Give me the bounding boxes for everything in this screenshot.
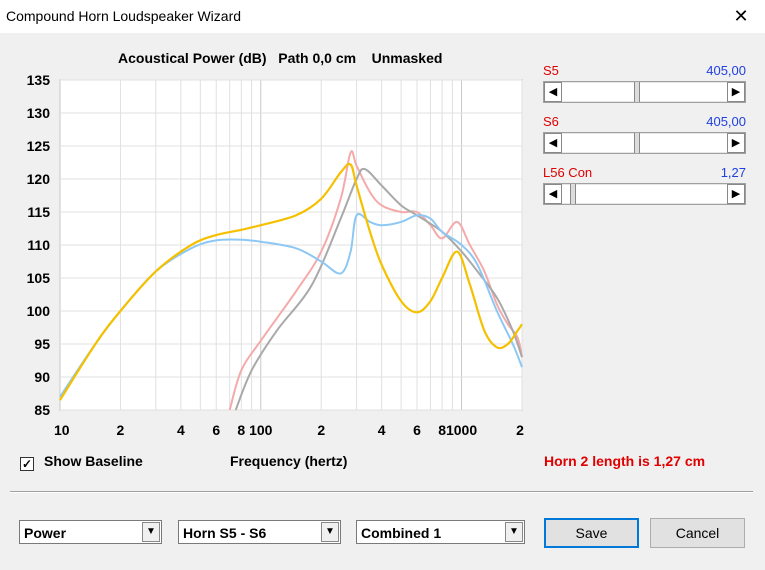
chart-title: Acoustical Power (dB) Path 0,0 cm Unmask… (118, 50, 443, 66)
y-tick-label: 120 (27, 171, 51, 187)
x-tick-label: 8 (438, 422, 446, 438)
series-line-4 (59, 162, 523, 401)
mode-select[interactable]: Combined 1 ▼ (356, 520, 525, 544)
slider-l56-track-right[interactable] (576, 185, 727, 203)
slider-l56-thumb[interactable] (570, 184, 576, 204)
close-icon[interactable]: ✕ (733, 6, 749, 26)
slider-l56-track-left[interactable] (562, 185, 570, 203)
x-axis-label: Frequency (hertz) (230, 453, 348, 469)
series-lines (59, 150, 523, 411)
slider-s6-scrollbar[interactable]: ◀ ▶ (543, 132, 746, 154)
view-select[interactable]: Power ▼ (19, 520, 162, 544)
scroll-left-icon[interactable]: ◀ (544, 82, 562, 102)
scroll-right-icon[interactable]: ▶ (727, 184, 745, 204)
x-tick-label: 1000 (446, 422, 477, 438)
cancel-button-label: Cancel (675, 525, 720, 541)
show-baseline-label: Show Baseline (44, 453, 143, 469)
slider-s5-thumb[interactable] (634, 82, 640, 102)
y-tick-label: 125 (27, 138, 51, 154)
slider-l56-label: L56 Con (543, 165, 593, 180)
slider-s6-label: S6 (543, 114, 559, 129)
y-tick-label: 95 (34, 336, 50, 352)
cancel-button[interactable]: Cancel (650, 518, 745, 548)
x-tick-label: 6 (413, 422, 421, 438)
scroll-left-icon[interactable]: ◀ (544, 133, 562, 153)
series-line-3 (59, 213, 523, 398)
x-tick-label: 100 (249, 422, 273, 438)
y-tick-label: 130 (27, 105, 51, 121)
slider-s5-label: S5 (543, 63, 559, 78)
window-title: Compound Horn Loudspeaker Wizard (6, 8, 242, 24)
slider-s6-track-right[interactable] (640, 134, 727, 152)
slider-s5-track-right[interactable] (640, 83, 727, 101)
x-tick-label: 2 (516, 422, 524, 438)
chevron-down-icon[interactable]: ▼ (142, 522, 160, 542)
scroll-right-icon[interactable]: ▶ (727, 133, 745, 153)
separator (10, 491, 753, 493)
x-tick-label: 4 (378, 422, 386, 438)
checkbox-check-icon[interactable]: ✓ (20, 457, 34, 471)
x-tick-label: 2 (117, 422, 125, 438)
horn-select[interactable]: Horn S5 - S6 ▼ (178, 520, 341, 544)
scroll-right-icon[interactable]: ▶ (727, 82, 745, 102)
slider-l56-scrollbar[interactable]: ◀ ▶ (543, 183, 746, 205)
y-tick-labels: 85 90 95 100 105 110 115 120 125 130 135 (27, 72, 51, 418)
slider-s5-track-left[interactable] (562, 83, 634, 101)
y-tick-label: 105 (27, 270, 51, 286)
title-bar: Compound Horn Loudspeaker Wizard ✕ (0, 0, 765, 33)
y-tick-label: 115 (27, 204, 50, 220)
x-tick-label: 6 (212, 422, 220, 438)
save-button[interactable]: Save (544, 518, 639, 548)
y-tick-label: 90 (34, 369, 50, 385)
y-tick-label: 85 (34, 402, 50, 418)
series-line-2 (234, 167, 523, 411)
chevron-down-icon[interactable]: ▼ (505, 522, 523, 542)
slider-l56-value: 1,27 (720, 165, 746, 180)
slider-s6-track-left[interactable] (562, 134, 634, 152)
series-line-1 (228, 150, 523, 411)
x-tick-label: 8 (237, 422, 245, 438)
scroll-left-icon[interactable]: ◀ (544, 184, 562, 204)
y-tick-label: 135 (27, 72, 51, 88)
y-tick-label: 110 (27, 237, 50, 253)
x-tick-label: 2 (317, 422, 325, 438)
y-tick-label: 100 (27, 303, 51, 319)
slider-s6-value: 405,00 (706, 114, 746, 129)
horn-select-value: Horn S5 - S6 (183, 525, 267, 541)
chevron-down-icon[interactable]: ▼ (321, 522, 339, 542)
slider-s6-thumb[interactable] (634, 133, 640, 153)
show-baseline-checkbox[interactable]: ✓ Show Baseline (20, 453, 143, 471)
horn-length-status: Horn 2 length is 1,27 cm (544, 453, 706, 469)
mode-select-value: Combined 1 (361, 525, 442, 541)
x-tick-label: 10 (54, 422, 70, 438)
view-select-value: Power (24, 525, 67, 541)
slider-s5-scrollbar[interactable]: ◀ ▶ (543, 81, 746, 103)
save-button-label: Save (575, 525, 608, 541)
slider-s5-value: 405,00 (706, 63, 746, 78)
x-tick-labels: 10 2 4 6 8 100 2 4 6 8 1000 2 (54, 422, 524, 438)
x-tick-label: 4 (177, 422, 185, 438)
